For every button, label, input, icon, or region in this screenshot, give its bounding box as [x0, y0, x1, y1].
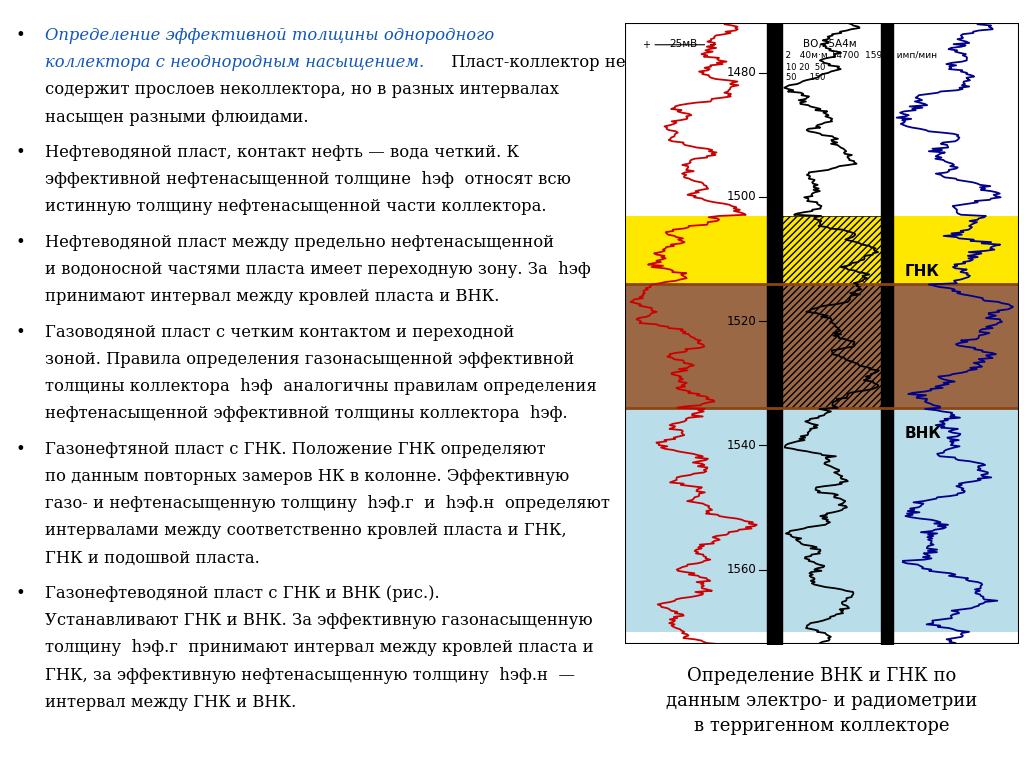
Text: Газонефтяной пласт с ГНК. Положение ГНК определяют: Газонефтяной пласт с ГНК. Положение ГНК …	[45, 441, 545, 458]
Text: содержит прослоев неколлектора, но в разных интервалах: содержит прослоев неколлектора, но в раз…	[45, 81, 559, 98]
Text: ГНК: ГНК	[904, 264, 939, 279]
Text: ВО,25А4м: ВО,25А4м	[803, 38, 856, 48]
Text: интервалами между соответственно кровлей пласта и ГНК,: интервалами между соответственно кровлей…	[45, 522, 566, 539]
Text: Устанавливают ГНК и ВНК. За эффективную газонасыщенную: Устанавливают ГНК и ВНК. За эффективную …	[45, 612, 592, 629]
Text: Газоводяной пласт с четким контактом и переходной: Газоводяной пласт с четким контактом и п…	[45, 324, 514, 341]
Text: 50     150: 50 150	[786, 73, 825, 82]
Text: Определение эффективной толщины однородного: Определение эффективной толщины однородн…	[45, 27, 494, 44]
Bar	[625, 408, 1019, 632]
Text: ВНК: ВНК	[904, 426, 941, 440]
Text: и водоносной частями пласта имеет переходную зону. За  hэф: и водоносной частями пласта имеет перехо…	[45, 261, 591, 278]
Text: +: +	[642, 40, 650, 50]
Text: •: •	[15, 585, 26, 602]
Text: Нефтеводяной пласт, контакт нефть — вода четкий. К: Нефтеводяной пласт, контакт нефть — вода…	[45, 144, 519, 161]
Text: Определение ВНК и ГНК по
данным электро- и радиометрии
в терригенном коллекторе: Определение ВНК и ГНК по данным электро-…	[667, 667, 977, 736]
Text: эффективной нефтенасыщенной толщине  hэф  относят всю: эффективной нефтенасыщенной толщине hэф …	[45, 171, 570, 188]
Text: интервал между ГНК и ВНК.: интервал между ГНК и ВНК.	[45, 694, 296, 711]
Text: принимают интервал между кровлей пласта и ВНК.: принимают интервал между кровлей пласта …	[45, 288, 499, 305]
Text: 10 20  50: 10 20 50	[786, 64, 825, 72]
Text: 0  2   40м·м 14700  15900 имп/мин: 0 2 40м·м 14700 15900 имп/мин	[774, 51, 938, 60]
Text: истинную толщину нефтенасыщенной части коллектора.: истинную толщину нефтенасыщенной части к…	[45, 199, 546, 216]
Text: ГНК и подошвой пласта.: ГНК и подошвой пласта.	[45, 550, 259, 567]
Text: Пласт-коллектор не: Пласт-коллектор не	[446, 54, 626, 71]
Text: •: •	[15, 441, 26, 458]
Text: 25мВ: 25мВ	[670, 38, 698, 48]
Text: Нефтеводяной пласт между предельно нефтенасыщенной: Нефтеводяной пласт между предельно нефте…	[45, 234, 554, 251]
Bar	[782, 284, 881, 408]
Text: насыщен разными флюидами.: насыщен разными флюидами.	[45, 108, 308, 126]
Text: •: •	[15, 27, 26, 44]
Text: •: •	[15, 324, 26, 341]
Bar	[782, 216, 881, 284]
Text: 1540: 1540	[727, 439, 757, 452]
Text: нефтенасыщенной эффективной толщины коллектора  hэф.: нефтенасыщенной эффективной толщины колл…	[45, 405, 567, 423]
Text: 1560: 1560	[727, 563, 757, 576]
Text: зоной. Правила определения газонасыщенной эффективной: зоной. Правила определения газонасыщенно…	[45, 351, 573, 368]
Text: газо- и нефтенасыщенную толщину  hэф.г  и  hэф.н  определяют: газо- и нефтенасыщенную толщину hэф.г и …	[45, 495, 609, 512]
Text: •: •	[15, 144, 26, 161]
Text: ГНК, за эффективную нефтенасыщенную толщину  hэф.н  —: ГНК, за эффективную нефтенасыщенную толщ…	[45, 667, 574, 683]
Text: толщины коллектора  hэф  аналогичны правилам определения: толщины коллектора hэф аналогичны правил…	[45, 378, 596, 395]
Text: коллектора с неоднородным насыщением.: коллектора с неоднородным насыщением.	[45, 54, 424, 71]
Text: 1480: 1480	[727, 66, 757, 79]
Text: −: −	[710, 40, 718, 50]
Text: ПС: ПС	[670, 0, 698, 5]
Bar	[625, 216, 1019, 284]
Text: Газонефтеводяной пласт с ГНК и ВНК (рис.).: Газонефтеводяной пласт с ГНК и ВНК (рис.…	[45, 585, 439, 602]
Text: НГК: НГК	[935, 0, 976, 5]
Text: •: •	[15, 234, 26, 251]
Bar	[625, 284, 1019, 408]
Text: толщину  hэф.г  принимают интервал между кровлей пласта и: толщину hэф.г принимают интервал между к…	[45, 640, 593, 657]
Text: по данным повторных замеров НК в колонне. Эффективную: по данным повторных замеров НК в колонне…	[45, 468, 569, 485]
Text: 1500: 1500	[727, 190, 757, 203]
Text: 1520: 1520	[727, 314, 757, 328]
